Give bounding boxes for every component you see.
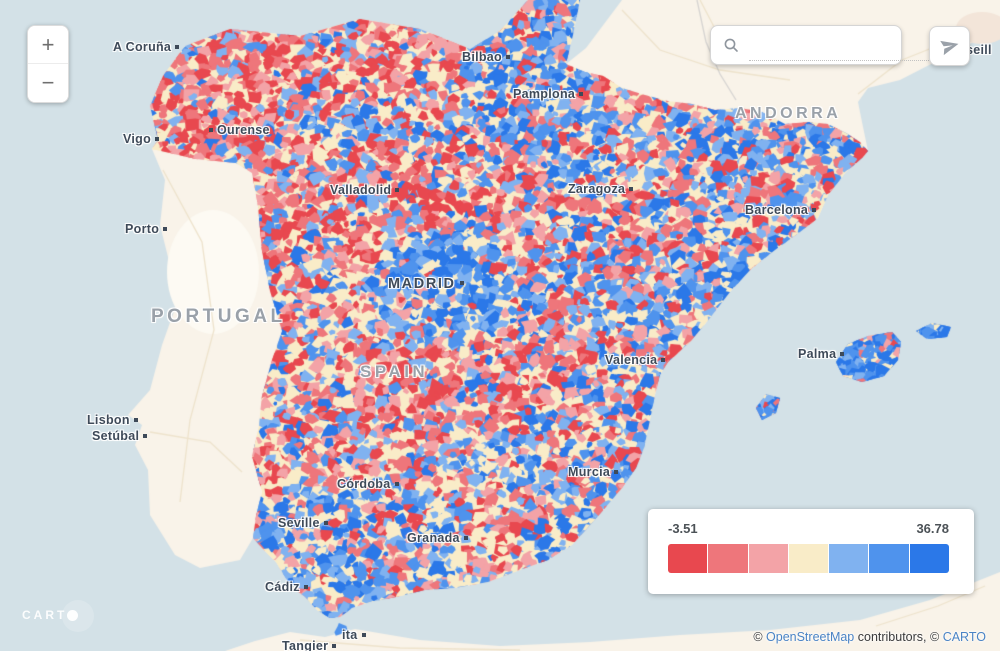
legend-max-value: 36.78 — [916, 521, 949, 536]
carto-logo[interactable]: CART — [22, 608, 79, 622]
legend-swatch-5 — [869, 544, 909, 573]
zoom-out-button[interactable]: − — [28, 64, 68, 102]
search-box[interactable] — [710, 25, 929, 65]
legend-swatch-3 — [788, 544, 829, 573]
legend-min-value: -3.51 — [668, 521, 698, 536]
legend-color-ramp — [668, 544, 949, 573]
search-input[interactable] — [749, 35, 929, 61]
choropleth-legend: -3.51 36.78 — [648, 509, 974, 594]
legend-swatch-2 — [748, 544, 788, 573]
attribution-link[interactable]: OpenStreetMap — [766, 630, 855, 644]
carto-logo-dot-icon — [67, 609, 79, 621]
legend-swatch-6 — [909, 544, 949, 573]
attribution-text: contributors, © — [854, 630, 943, 644]
attribution-text: © — [753, 630, 767, 644]
search-icon — [723, 37, 740, 54]
zoom-control: + − — [27, 25, 69, 103]
legend-swatch-1 — [708, 544, 748, 573]
attribution-link[interactable]: CARTO — [942, 630, 986, 644]
legend-swatch-4 — [829, 544, 869, 573]
locate-button[interactable] — [929, 26, 970, 66]
legend-swatch-0 — [668, 544, 708, 573]
map-attribution: © OpenStreetMap contributors, © CARTO — [753, 630, 986, 644]
zoom-in-button[interactable]: + — [28, 26, 68, 64]
paper-plane-icon — [936, 33, 963, 60]
carto-logo-letters: CART — [22, 608, 68, 622]
